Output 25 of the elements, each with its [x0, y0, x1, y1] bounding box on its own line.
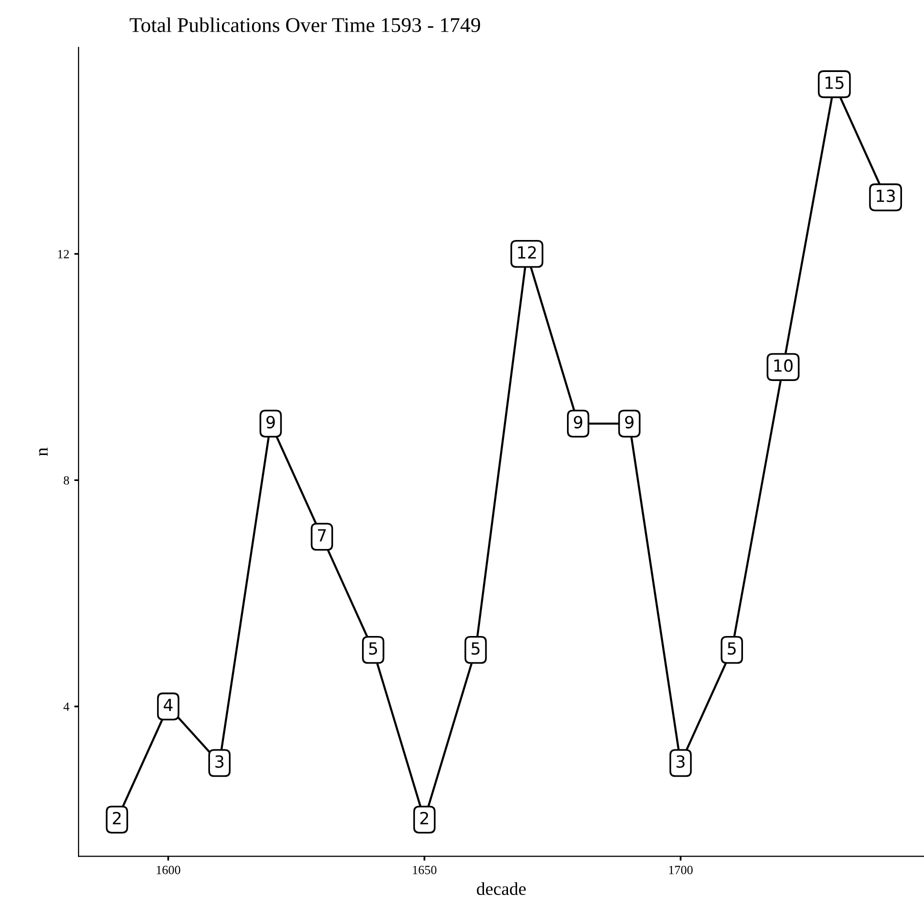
data-label: 2 — [112, 812, 121, 824]
data-label: 4 — [164, 698, 173, 712]
data-label: 5 — [369, 642, 378, 655]
x-tick-label: 1650 — [413, 866, 436, 874]
data-label: 9 — [574, 416, 582, 428]
data-label: 13 — [876, 190, 895, 202]
y-tick-label: 12 — [58, 250, 69, 258]
data-label: 3 — [215, 755, 224, 768]
x-tick-label: 1600 — [156, 866, 180, 874]
data-label: 12 — [518, 246, 536, 258]
data-label: 2 — [420, 812, 428, 824]
data-label: 7 — [318, 529, 326, 542]
data-label: 9 — [266, 416, 275, 428]
y-axis-title: n — [39, 448, 48, 456]
data-label: 5 — [728, 642, 736, 655]
data-label: 10 — [774, 359, 793, 372]
data-label: 15 — [826, 76, 844, 90]
x-axis-title: decade — [476, 882, 526, 895]
y-tick-label: 4 — [64, 702, 70, 711]
data-label: 5 — [472, 642, 480, 655]
data-label: 3 — [676, 755, 685, 768]
y-tick-label: 8 — [64, 476, 70, 485]
data-label: 9 — [625, 416, 634, 428]
chart-title: Total Publications Over Time 1593 - 1749 — [130, 17, 480, 32]
x-tick-label: 1700 — [669, 866, 693, 874]
